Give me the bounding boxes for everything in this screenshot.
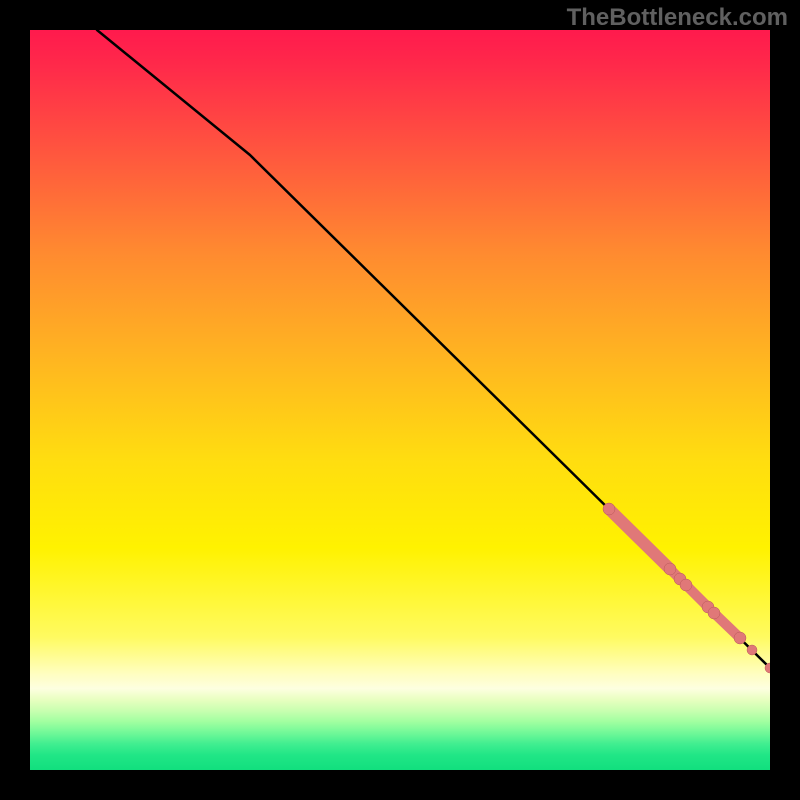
chart-frame: TheBottleneck.com	[0, 0, 800, 800]
marker-dot	[603, 503, 615, 515]
marker-dot	[664, 563, 676, 575]
gradient-background	[30, 30, 770, 770]
watermark-text: TheBottleneck.com	[567, 4, 788, 32]
marker-dot	[765, 663, 775, 673]
marker-dot	[708, 607, 720, 619]
marker-dot	[680, 579, 692, 591]
marker-dot	[747, 645, 757, 655]
chart-svg	[0, 0, 800, 800]
marker-dot	[734, 632, 746, 644]
